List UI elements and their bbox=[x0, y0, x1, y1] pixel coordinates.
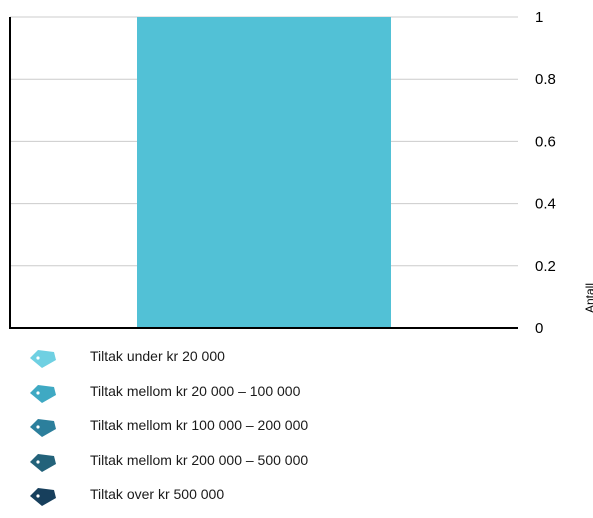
y-tick-label: 0.4 bbox=[535, 196, 556, 213]
price-tag-icon bbox=[30, 350, 56, 368]
legend-label: Tiltak mellom kr 100 000 – 200 000 bbox=[90, 417, 309, 434]
y-tick-label: 0.6 bbox=[535, 133, 556, 150]
price-tag-icon bbox=[30, 488, 56, 507]
legend-label: Tiltak over kr 500 000 bbox=[90, 486, 225, 503]
y-tick-labels: 0 0.2 0.4 0.6 0.8 1 bbox=[535, 9, 556, 337]
y-tick-label: 0.8 bbox=[535, 71, 556, 88]
bars bbox=[137, 17, 391, 328]
y-tick-label: 0 bbox=[535, 320, 543, 337]
bar-chart: 0 0.2 0.4 0.6 0.8 1 Antall bbox=[9, 9, 593, 337]
price-tag-icon bbox=[30, 453, 56, 472]
y-tick-label: 0.2 bbox=[535, 258, 556, 275]
legend-item: Tiltak mellom kr 20 000 – 100 000 bbox=[28, 380, 308, 415]
legend-label: Tiltak under kr 20 000 bbox=[90, 348, 225, 364]
legend: Tiltak under kr 20 000 Tiltak mellom kr … bbox=[28, 345, 308, 518]
bar bbox=[137, 17, 391, 328]
legend-item: Tiltak under kr 20 000 bbox=[28, 345, 308, 380]
legend-item: Tiltak mellom kr 200 000 – 500 000 bbox=[28, 449, 308, 484]
price-tag-icon bbox=[30, 384, 56, 403]
legend-label: Tiltak mellom kr 200 000 – 500 000 bbox=[90, 451, 309, 468]
legend-item: Tiltak mellom kr 100 000 – 200 000 bbox=[28, 414, 308, 449]
price-tag-icon bbox=[30, 419, 56, 438]
legend-label: Tiltak mellom kr 20 000 – 100 000 bbox=[90, 382, 301, 399]
y-tick-label: 1 bbox=[535, 9, 543, 26]
y-axis-title: Antall bbox=[583, 283, 593, 313]
legend-item: Tiltak over kr 500 000 bbox=[28, 483, 308, 518]
